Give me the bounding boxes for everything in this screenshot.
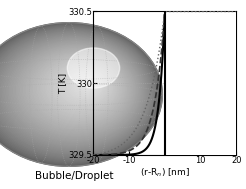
Circle shape (70, 73, 101, 97)
Circle shape (52, 64, 113, 110)
Circle shape (0, 29, 155, 158)
Circle shape (12, 42, 138, 139)
Circle shape (69, 73, 102, 98)
Circle shape (50, 63, 113, 111)
Circle shape (81, 79, 93, 88)
Circle shape (24, 48, 131, 131)
Circle shape (45, 60, 117, 115)
Circle shape (0, 27, 157, 160)
Circle shape (8, 40, 141, 143)
Circle shape (67, 72, 102, 99)
Circle shape (9, 41, 140, 141)
Circle shape (22, 48, 132, 132)
Circle shape (59, 67, 108, 105)
Circle shape (0, 26, 158, 161)
Bar (165, 11, 236, 155)
Circle shape (80, 79, 94, 89)
Circle shape (18, 45, 135, 135)
Circle shape (0, 33, 150, 152)
Circle shape (0, 29, 154, 157)
Circle shape (39, 57, 121, 120)
Circle shape (2, 37, 145, 147)
Circle shape (36, 55, 123, 122)
Circle shape (67, 48, 120, 88)
Circle shape (1, 36, 146, 148)
Circle shape (0, 25, 160, 163)
Circle shape (62, 69, 106, 103)
Circle shape (35, 54, 124, 123)
Circle shape (47, 61, 115, 113)
Circle shape (77, 77, 96, 91)
Circle shape (26, 50, 129, 129)
Circle shape (15, 44, 137, 137)
Circle shape (0, 34, 149, 151)
Circle shape (43, 59, 118, 116)
Circle shape (0, 31, 152, 155)
Circle shape (60, 68, 107, 104)
Text: Bubble/Droplet: Bubble/Droplet (34, 171, 113, 181)
Circle shape (25, 49, 130, 130)
Circle shape (49, 62, 114, 112)
Circle shape (40, 57, 120, 119)
Circle shape (87, 82, 90, 84)
Circle shape (33, 54, 124, 124)
Circle shape (63, 70, 105, 102)
Circle shape (83, 80, 92, 87)
Circle shape (32, 53, 125, 125)
Circle shape (0, 32, 151, 154)
Circle shape (75, 76, 98, 94)
Circle shape (86, 82, 91, 85)
Circle shape (4, 38, 144, 146)
Circle shape (84, 81, 91, 86)
Circle shape (29, 51, 127, 127)
Circle shape (0, 28, 156, 159)
Circle shape (7, 39, 142, 143)
Circle shape (0, 26, 159, 162)
Circle shape (58, 67, 109, 106)
Circle shape (16, 45, 136, 136)
Circle shape (66, 71, 103, 100)
Circle shape (42, 58, 119, 118)
Circle shape (53, 64, 112, 109)
Circle shape (79, 78, 95, 91)
Circle shape (0, 24, 161, 164)
X-axis label: (r-R$_n$) [nm]: (r-R$_n$) [nm] (140, 167, 190, 179)
Circle shape (38, 56, 122, 121)
Circle shape (73, 75, 99, 95)
Circle shape (0, 23, 161, 165)
Circle shape (0, 30, 153, 156)
Circle shape (19, 46, 134, 134)
Circle shape (0, 35, 148, 150)
Circle shape (28, 51, 128, 128)
Circle shape (11, 42, 139, 140)
Circle shape (46, 60, 116, 114)
Circle shape (55, 65, 111, 108)
Circle shape (76, 76, 97, 93)
Circle shape (21, 47, 133, 133)
Circle shape (0, 23, 162, 166)
Circle shape (5, 39, 143, 144)
Circle shape (72, 74, 100, 96)
Circle shape (64, 70, 104, 101)
Circle shape (0, 33, 150, 153)
Circle shape (0, 36, 147, 149)
Circle shape (31, 52, 126, 126)
Circle shape (14, 43, 138, 138)
Circle shape (56, 66, 110, 107)
Y-axis label: T [K]: T [K] (58, 73, 67, 94)
